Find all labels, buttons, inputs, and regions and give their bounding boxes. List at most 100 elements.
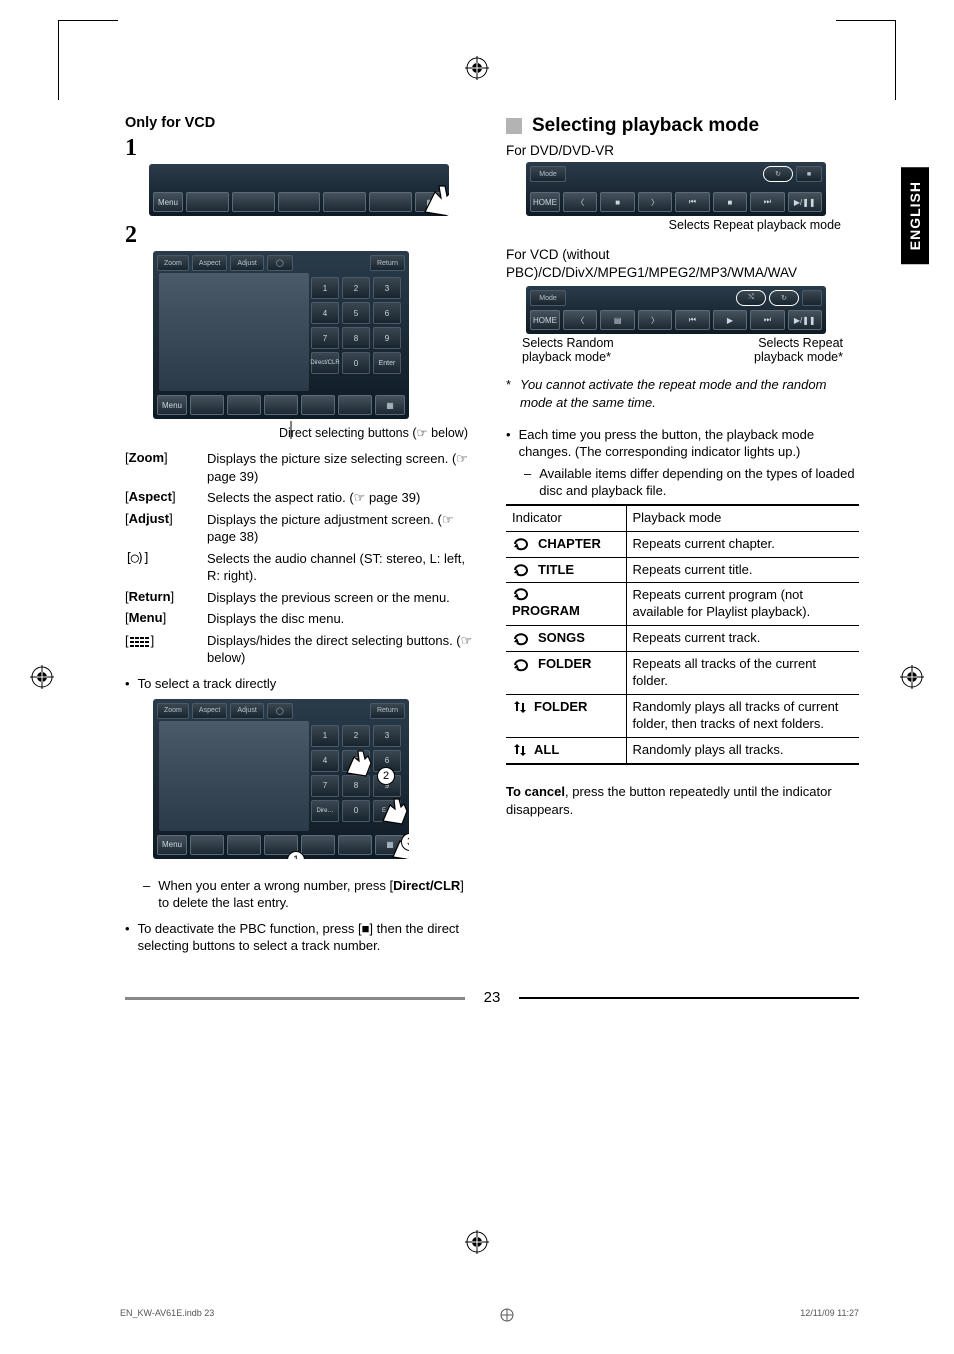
random-button-highlight: ⤭ [736, 290, 766, 306]
desc-audio: Selects the audio channel (ST: stereo, L… [207, 550, 478, 585]
term-zoom: [Zoom] [125, 450, 207, 485]
fig2-top-zoom: Zoom [157, 255, 189, 271]
fig2-video-area [159, 273, 309, 391]
k1: 1 [311, 725, 339, 747]
for-vcd-label: For VCD (without PBC)/CD/DivX/MPEG1/MPEG… [506, 246, 859, 282]
for-dvd-label: For DVD/DVD-VR [506, 143, 859, 158]
fig3-slot [301, 835, 335, 855]
repeat-button-highlight: ↻ [769, 290, 799, 306]
fig2-slot [190, 395, 224, 415]
hand-pointer-icon [415, 172, 449, 216]
registration-mark-top [465, 56, 489, 80]
footer-reg-icon [500, 1308, 514, 1322]
direct-selecting-caption: Direct selecting buttons (☞ below) [125, 425, 478, 440]
desc-chapter: Repeats current chapter. [626, 531, 859, 557]
figure-step1: Menu ▦ [149, 164, 449, 216]
callout-3: 3 [401, 833, 409, 851]
footer: EN_KW-AV61E.indb 23 12/11/09 11:27 [120, 1308, 859, 1322]
term-return: [Return] [125, 589, 207, 607]
desc-aspect: Selects the aspect ratio. (☞ page 39) [207, 489, 478, 507]
registration-mark-left [30, 665, 54, 689]
term-audio-channel: [◯)] [125, 550, 207, 585]
keypad-1: 1 [311, 277, 339, 299]
figure-dvd-toolbar: Mode ↻ ■ HOME 〈 ■ 〉 ⏮ ■ ⏭ ▶/❚❚ [526, 162, 826, 216]
fig2-slot [338, 395, 372, 415]
desc-folder-random: Randomly plays all tracks of current fol… [626, 694, 859, 737]
dash-wrong-number: When you enter a wrong number, press [Di… [143, 877, 478, 912]
section-square-icon [506, 118, 522, 134]
keypad-2: 2 [342, 277, 370, 299]
skip-prev-button: ⏮ [675, 310, 709, 330]
bullet-each-time: Each time you press the button, the play… [506, 426, 859, 461]
desc-program: Repeats current program (not available f… [626, 583, 859, 626]
fig3-slot [190, 835, 224, 855]
spacer [802, 290, 822, 306]
playback-mode-table: IndicatorPlayback mode CHAPTERRepeats cu… [506, 504, 859, 765]
fwd-button: ▶ [713, 310, 747, 330]
mode-button: Mode [530, 290, 566, 306]
next-button: 〉 [638, 310, 672, 330]
repeat-caption: Selects Repeat playback mode [506, 218, 841, 232]
fig1-slot [278, 192, 321, 212]
hand-pointer-icon [375, 789, 409, 829]
keypad-clr: Direct/CLR [311, 352, 339, 374]
keypad-5: 5 [342, 302, 370, 324]
prev-button: 〈 [563, 192, 597, 212]
random-repeat-labels: Selects Randomplayback mode* Selects Rep… [522, 336, 843, 364]
skip-next-button: ⏭ [750, 310, 784, 330]
ind-folder-repeat: FOLDER [512, 656, 620, 673]
home-button: HOME [530, 310, 560, 330]
figure-step2: Zoom Aspect Adjust ◯ Return 1 2 3 4 5 6 … [153, 251, 409, 419]
random-label-1: Selects Random [522, 336, 614, 350]
section-title: Selecting playback mode [532, 115, 759, 137]
section-heading: Selecting playback mode [506, 115, 859, 137]
keypad-0: 0 [342, 352, 370, 374]
page-number: 23 [125, 989, 859, 1006]
desc-adjust: Displays the picture adjustment screen. … [207, 511, 478, 546]
right-column: ENGLISH Selecting playback mode For DVD/… [506, 115, 859, 955]
ind-all-random: ALL [512, 742, 620, 759]
fig3-audio: ◯ [267, 703, 293, 719]
term-menu: [Menu] [125, 610, 207, 628]
dash-available-items: Available items differ depending on the … [524, 465, 859, 500]
bullet-select-track: To select a track directly [125, 675, 478, 693]
fig3-aspect: Aspect [192, 703, 227, 719]
fig1-slot [369, 192, 412, 212]
repeat-label-2: playback mode* [754, 350, 843, 364]
definition-list: [Zoom]Displays the picture size selectin… [125, 450, 478, 667]
ind-folder-random: FOLDER [512, 699, 620, 716]
fig1-slot [323, 192, 366, 212]
ind-songs: SONGS [512, 630, 620, 647]
registration-mark-bottom [465, 1230, 489, 1254]
heading-only-vcd: Only for VCD [125, 115, 478, 131]
fig2-slot [301, 395, 335, 415]
crop-mark-tl [58, 20, 118, 100]
list-button: ▤ [600, 310, 634, 330]
callout-2: 2 [377, 767, 395, 785]
registration-mark-right [900, 665, 924, 689]
keypad-9: 9 [373, 327, 401, 349]
play-pause-button: ▶/❚❚ [788, 192, 822, 212]
random-label-2: playback mode* [522, 350, 614, 364]
ind-program [512, 587, 620, 601]
k7: 7 [311, 775, 339, 797]
star-footnote: * You cannot activate the repeat mode an… [506, 376, 859, 411]
stop3-button: ■ [713, 192, 747, 212]
stop2-button: ■ [600, 192, 634, 212]
bullet-deactivate-pbc: To deactivate the PBC function, press [■… [125, 920, 478, 955]
home-button: HOME [530, 192, 560, 212]
skip-next-button: ⏭ [750, 192, 784, 212]
language-tab: ENGLISH [901, 167, 929, 264]
term-keypad-icon: [] [125, 632, 207, 667]
k4: 4 [311, 750, 339, 772]
fig2-top-aspect: Aspect [192, 255, 227, 271]
term-aspect: [Aspect] [125, 489, 207, 507]
footer-right: 12/11/09 11:27 [800, 1308, 859, 1322]
fig2-keypad: 1 2 3 4 5 6 7 8 9 Direct/CLR 0 Enter [311, 277, 401, 374]
fig3-slot [338, 835, 372, 855]
keypad-3: 3 [373, 277, 401, 299]
fig1-slot [232, 192, 275, 212]
fig1-slot [186, 192, 229, 212]
fig3-return: Return [370, 703, 405, 719]
footer-left: EN_KW-AV61E.indb 23 [120, 1308, 214, 1322]
